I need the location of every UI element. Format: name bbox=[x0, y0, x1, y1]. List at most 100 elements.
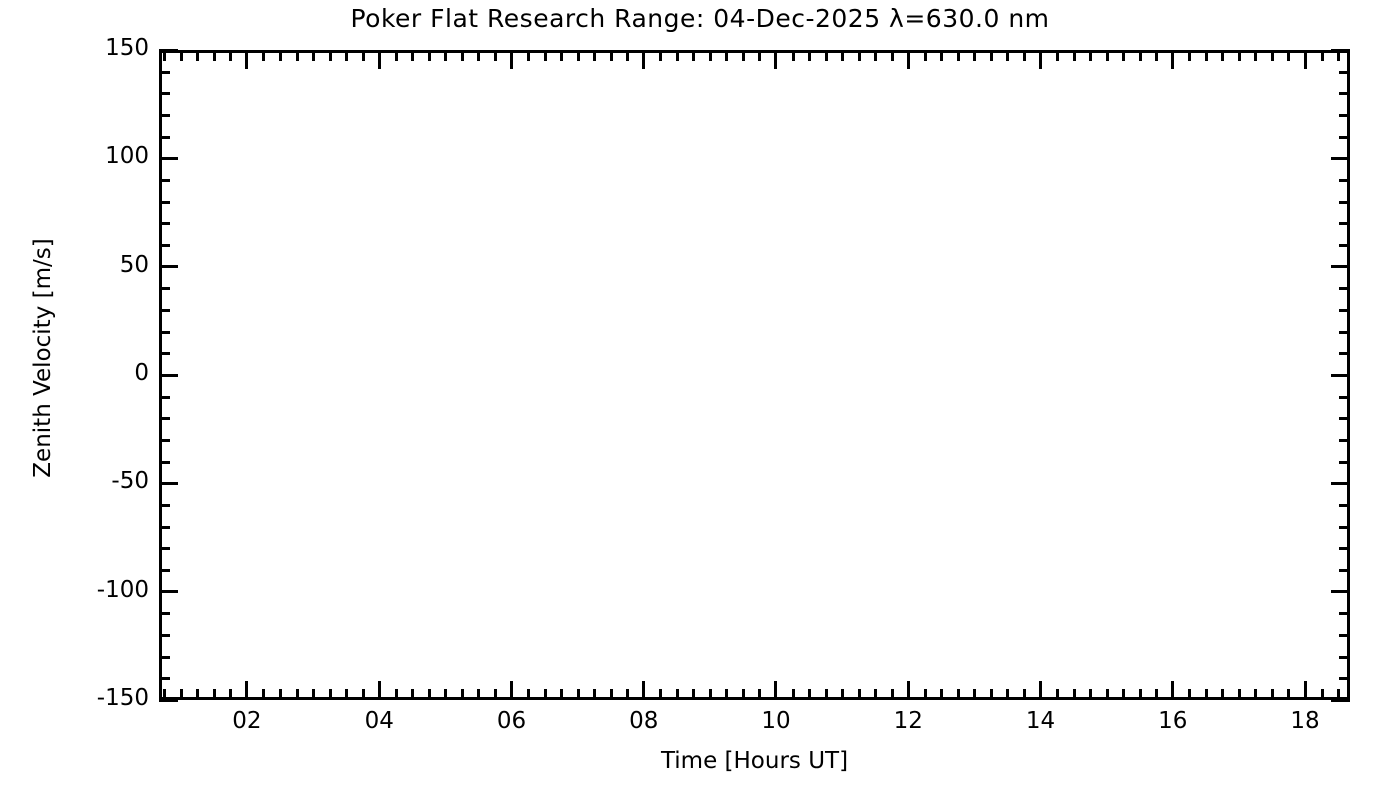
y-axis-minor-tick bbox=[1339, 417, 1350, 421]
y-axis-minor-tick bbox=[1339, 460, 1350, 464]
x-axis-minor-tick bbox=[1122, 50, 1126, 61]
x-axis-minor-tick bbox=[576, 689, 580, 700]
y-axis-minor-tick bbox=[159, 352, 170, 356]
y-axis-minor-tick bbox=[1339, 135, 1350, 139]
x-axis-minor-tick bbox=[295, 689, 299, 700]
x-axis-minor-tick bbox=[1237, 689, 1241, 700]
x-axis-minor-tick bbox=[1006, 689, 1010, 700]
x-axis-minor-tick bbox=[1204, 689, 1208, 700]
x-axis-minor-tick bbox=[229, 689, 233, 700]
x-axis-minor-tick bbox=[427, 50, 431, 61]
y-axis-major-tick bbox=[159, 481, 178, 485]
y-axis-minor-tick bbox=[159, 395, 170, 399]
x-axis-minor-tick bbox=[1221, 50, 1225, 61]
y-axis-minor-tick bbox=[159, 504, 170, 507]
x-axis-major-tick bbox=[642, 50, 646, 69]
x-axis-major-tick bbox=[1171, 681, 1175, 700]
x-axis-minor-tick bbox=[841, 689, 845, 700]
x-axis-minor-tick bbox=[708, 689, 712, 700]
x-axis-major-tick bbox=[774, 681, 778, 700]
x-axis-minor-tick bbox=[493, 50, 497, 61]
y-axis-minor-tick bbox=[159, 525, 170, 529]
y-axis-minor-tick bbox=[1339, 504, 1350, 507]
x-axis-minor-tick bbox=[444, 689, 448, 700]
x-axis-minor-tick bbox=[956, 50, 960, 61]
y-axis-major-tick bbox=[1331, 156, 1350, 160]
x-axis-label: Time [Hours UT] bbox=[660, 748, 849, 774]
x-axis-tick-label: 16 bbox=[1158, 708, 1188, 734]
y-axis-minor-tick bbox=[1339, 330, 1350, 334]
x-axis-minor-tick bbox=[593, 689, 597, 700]
y-axis-minor-tick bbox=[159, 179, 170, 182]
x-axis-minor-tick bbox=[659, 689, 663, 700]
x-axis-minor-tick bbox=[361, 689, 365, 700]
x-axis-minor-tick bbox=[675, 689, 679, 700]
x-axis-minor-tick bbox=[1022, 50, 1026, 61]
y-axis-minor-tick bbox=[1339, 352, 1350, 356]
x-axis-minor-tick bbox=[857, 689, 861, 700]
x-axis-minor-tick bbox=[940, 50, 944, 61]
y-axis-major-tick bbox=[1331, 265, 1350, 269]
x-axis-minor-tick bbox=[626, 689, 630, 700]
y-axis-label: Zenith Velocity [m/s] bbox=[30, 238, 56, 478]
y-axis-minor-tick bbox=[1339, 395, 1350, 399]
x-axis-minor-tick bbox=[527, 689, 530, 700]
x-axis-minor-tick bbox=[1287, 50, 1291, 61]
y-axis-tick-label: 150 bbox=[105, 35, 149, 61]
x-axis-major-tick bbox=[245, 681, 249, 700]
x-axis-major-tick bbox=[377, 681, 381, 700]
x-axis-minor-tick bbox=[675, 50, 679, 61]
y-axis-minor-tick bbox=[1339, 179, 1350, 182]
x-axis-major-tick bbox=[1039, 50, 1042, 69]
x-axis-minor-tick bbox=[576, 50, 580, 61]
y-axis-minor-tick bbox=[1339, 200, 1350, 204]
x-axis-minor-tick bbox=[973, 50, 977, 61]
y-axis-tick-label: 100 bbox=[105, 143, 149, 170]
y-axis-minor-tick bbox=[1339, 634, 1350, 637]
x-axis-minor-tick bbox=[857, 50, 861, 61]
x-axis-minor-tick bbox=[725, 689, 729, 700]
x-axis-minor-tick bbox=[741, 689, 745, 700]
x-axis-minor-tick bbox=[824, 50, 828, 61]
x-axis-minor-tick bbox=[279, 50, 283, 61]
y-axis-minor-tick bbox=[159, 634, 170, 637]
x-axis-minor-tick bbox=[527, 50, 530, 61]
x-axis-minor-tick bbox=[1254, 50, 1258, 61]
x-axis-tick-label: 02 bbox=[232, 708, 262, 734]
y-axis-tick-label: -150 bbox=[96, 685, 149, 711]
x-axis-minor-tick bbox=[758, 689, 762, 700]
x-axis-minor-tick bbox=[609, 50, 613, 61]
y-axis-major-tick bbox=[1331, 48, 1350, 52]
x-axis-minor-tick bbox=[312, 50, 316, 61]
y-axis-minor-tick bbox=[1339, 309, 1350, 312]
x-axis-minor-tick bbox=[1105, 50, 1109, 61]
x-axis-minor-tick bbox=[1089, 689, 1093, 700]
x-axis-minor-tick bbox=[262, 689, 266, 700]
x-axis-minor-tick bbox=[312, 689, 316, 700]
x-axis-minor-tick bbox=[411, 50, 415, 61]
x-axis-minor-tick bbox=[808, 50, 812, 61]
x-axis-minor-tick bbox=[890, 50, 894, 61]
x-axis-minor-tick bbox=[1056, 689, 1060, 700]
x-axis-minor-tick bbox=[973, 689, 977, 700]
x-axis-minor-tick bbox=[460, 50, 464, 61]
plot-frame bbox=[159, 50, 1350, 700]
y-axis-minor-tick bbox=[1339, 569, 1350, 572]
x-axis-major-tick bbox=[1039, 681, 1042, 700]
x-axis-minor-tick bbox=[1006, 50, 1010, 61]
x-axis-minor-tick bbox=[1105, 689, 1109, 700]
x-axis-minor-tick bbox=[593, 50, 597, 61]
y-axis-major-tick bbox=[1331, 590, 1350, 594]
x-axis-minor-tick bbox=[1320, 50, 1324, 61]
y-axis-minor-tick bbox=[159, 114, 170, 117]
x-axis-tick-label: 18 bbox=[1290, 708, 1320, 734]
x-axis-minor-tick bbox=[328, 689, 332, 700]
y-axis-minor-tick bbox=[159, 547, 170, 551]
x-axis-major-tick bbox=[1303, 681, 1307, 700]
x-axis-minor-tick bbox=[229, 50, 233, 61]
x-axis-minor-tick bbox=[923, 689, 927, 700]
y-axis-minor-tick bbox=[1339, 114, 1350, 117]
y-axis-minor-tick bbox=[159, 244, 170, 247]
x-axis-tick-label: 10 bbox=[761, 708, 791, 734]
y-axis-major-tick bbox=[159, 590, 178, 594]
